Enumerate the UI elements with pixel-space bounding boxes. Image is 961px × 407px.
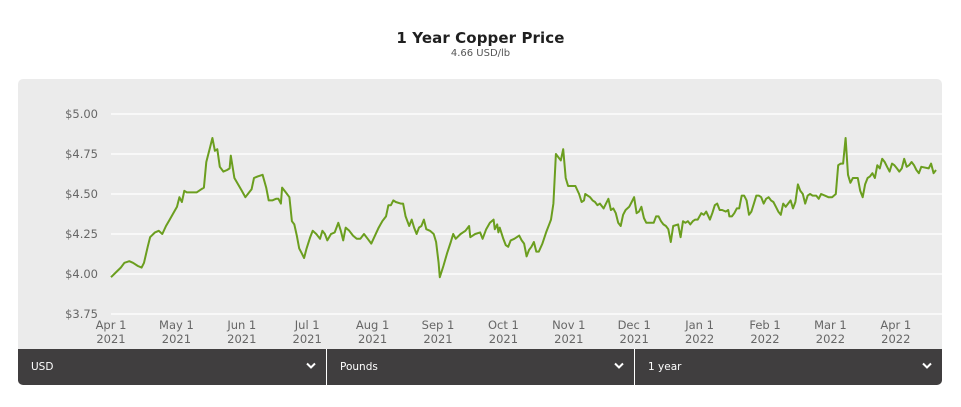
chart-title: 1 Year Copper Price bbox=[396, 29, 565, 47]
x-axis-label: Jul 1 2021 bbox=[293, 318, 322, 346]
chart-panel: $3.75 $4.00 $4.25 $4.50 $4.75 $5.00 Apr 1 2021 M… bbox=[18, 79, 942, 385]
range-select[interactable]: 1 year bbox=[634, 349, 942, 385]
chevron-down-icon bbox=[922, 362, 932, 369]
y-axis-label: $4.00 bbox=[65, 267, 98, 281]
x-axis-label: Oct 1 2021 bbox=[488, 318, 519, 346]
x-axis-label: Jan 1 2022 bbox=[684, 318, 714, 346]
current-price: 4.66 USD/lb bbox=[450, 48, 511, 59]
y-axis-label: $5.00 bbox=[65, 107, 98, 121]
x-axis-label: Jun 1 2021 bbox=[226, 318, 256, 346]
chevron-down-icon bbox=[614, 362, 624, 369]
currency-select-value: USD bbox=[31, 361, 54, 373]
price-line bbox=[110, 137, 937, 279]
y-axis-label: $3.75 bbox=[65, 307, 98, 321]
y-axis-label: $4.75 bbox=[65, 147, 98, 161]
unit-select[interactable]: Pounds bbox=[326, 349, 634, 385]
price-line-chart: $3.75 $4.00 $4.25 $4.50 $4.75 $5.00 Apr 1 2021 M… bbox=[65, 107, 942, 346]
x-axis-label: Dec 1 2021 bbox=[618, 318, 651, 346]
chevron-down-icon bbox=[306, 362, 316, 369]
currency-select[interactable]: USD bbox=[18, 349, 326, 385]
x-axis-label: Apr 1 2022 bbox=[880, 318, 911, 346]
y-axis-label: $4.50 bbox=[65, 187, 98, 201]
range-select-value: 1 year bbox=[648, 361, 682, 373]
unit-select-value: Pounds bbox=[340, 361, 378, 373]
x-axis-label: Feb 1 2022 bbox=[749, 318, 780, 346]
chart-controls: USD Pounds 1 year bbox=[18, 349, 942, 385]
y-axis-label: $4.25 bbox=[65, 227, 98, 241]
x-axis-label: Sep 1 2021 bbox=[422, 318, 455, 346]
x-axis-label: Nov 1 2021 bbox=[552, 318, 585, 346]
x-axis-label: Mar 1 2022 bbox=[814, 318, 847, 346]
x-axis-label: Apr 1 2021 bbox=[96, 318, 127, 346]
x-axis-label: May 1 2021 bbox=[159, 318, 194, 346]
x-axis-label: Aug 1 2021 bbox=[356, 318, 389, 346]
